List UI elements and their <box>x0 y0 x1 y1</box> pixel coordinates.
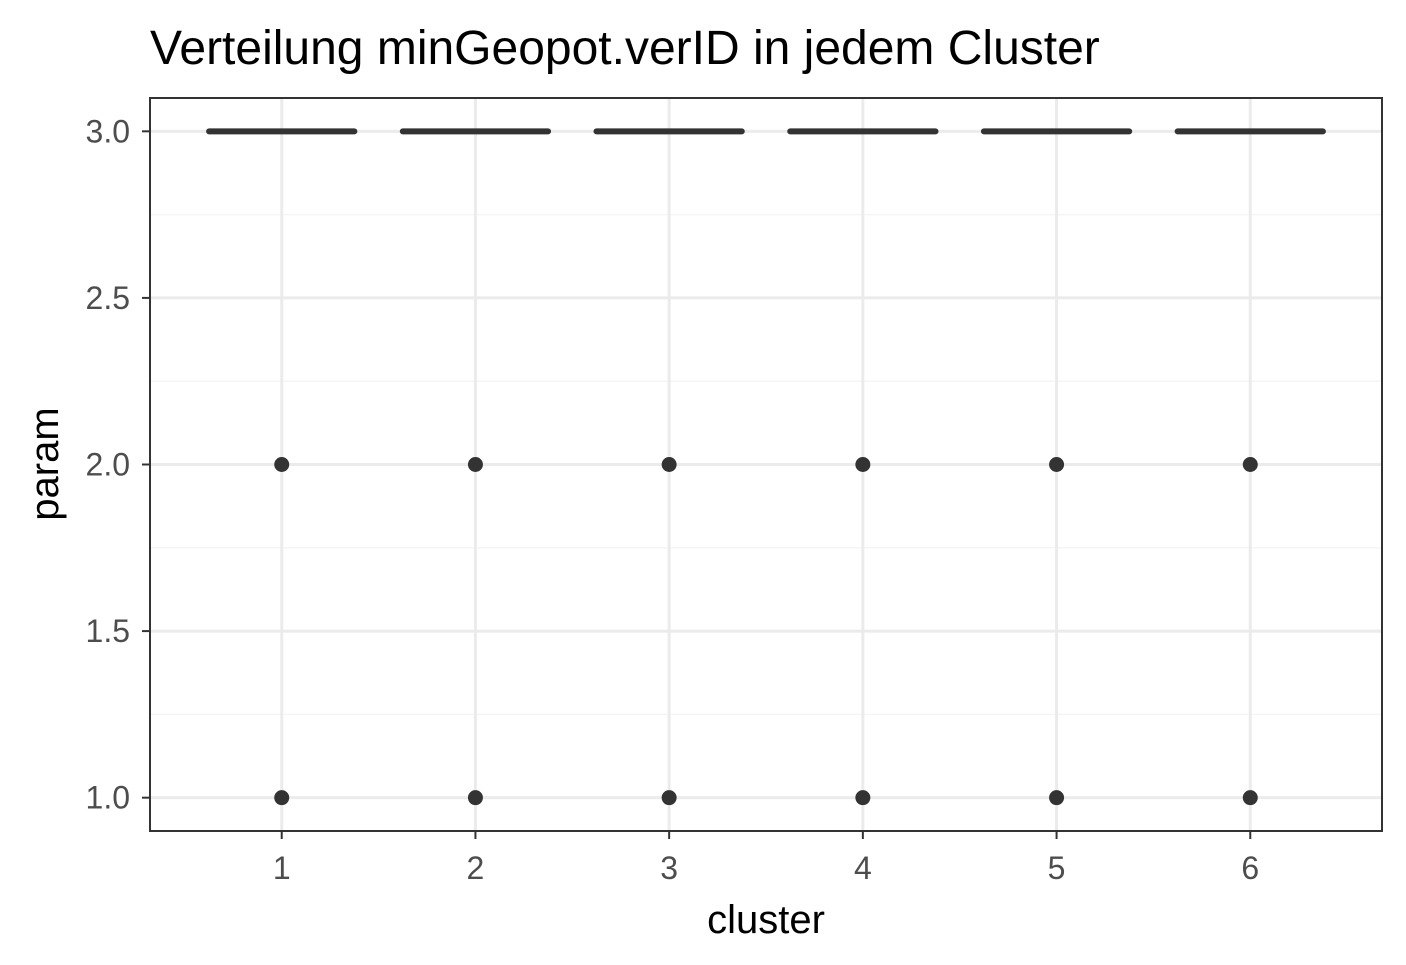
outlier-point <box>1049 790 1065 806</box>
y-tick-label: 2.0 <box>86 447 130 483</box>
ticks: 1.0 1.5 2.0 2.5 3.0 1 2 3 4 5 6 <box>86 113 1260 886</box>
x-tick-label: 6 <box>1241 850 1259 886</box>
grid <box>150 98 1382 831</box>
outlier-point <box>855 457 871 472</box>
outlier-point <box>661 457 677 472</box>
outlier-point <box>467 790 483 806</box>
y-axis-title: param <box>23 407 67 520</box>
outlier-point <box>1242 790 1258 806</box>
y-tick-label: 1.0 <box>86 780 130 816</box>
outlier-point <box>1049 457 1065 472</box>
x-tick-label: 1 <box>273 850 291 886</box>
outlier-point <box>467 457 483 472</box>
outlier-point <box>661 790 677 806</box>
outlier-point <box>1242 457 1258 472</box>
x-tick-label: 2 <box>467 850 485 886</box>
marks <box>206 128 1326 806</box>
outlier-point <box>274 457 290 472</box>
outlier-point <box>274 790 290 806</box>
x-axis-title: cluster <box>707 898 825 942</box>
y-tick-label: 1.5 <box>86 613 130 649</box>
x-tick-label: 4 <box>854 850 872 886</box>
y-tick-label: 3.0 <box>86 113 130 149</box>
x-tick-label: 5 <box>1048 850 1066 886</box>
x-tick-label: 3 <box>660 850 678 886</box>
chart-title: Verteilung minGeopot.verID in jedem Clus… <box>150 22 1100 75</box>
y-tick-label: 2.5 <box>86 280 130 316</box>
outlier-point <box>855 790 871 806</box>
